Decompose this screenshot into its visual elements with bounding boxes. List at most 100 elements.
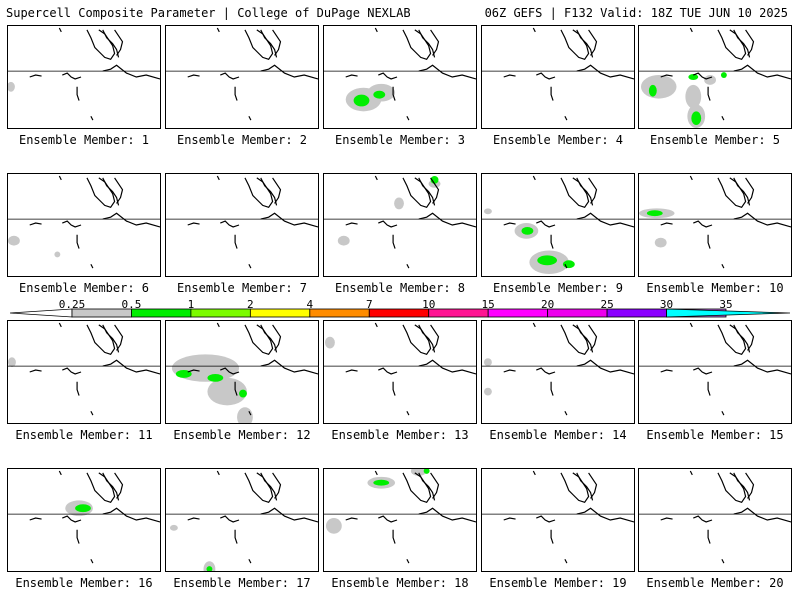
map-outline (374, 175, 378, 181)
map-outline (76, 86, 80, 101)
map-outline (406, 558, 410, 564)
map-outline (102, 212, 160, 228)
ensemble-member-map (638, 173, 792, 277)
map-outline (220, 515, 240, 523)
map-outline (550, 86, 554, 101)
scp-contour-mid (646, 210, 663, 217)
map-outline (234, 234, 238, 249)
map-outline (90, 115, 94, 121)
color-scale-bin (428, 308, 489, 318)
map-outline (707, 86, 711, 101)
scp-contour-mid (207, 373, 224, 382)
map-outline (689, 322, 693, 328)
ensemble-member-label: Ensemble Member: 14 (489, 428, 627, 442)
ensemble-member-label: Ensemble Member: 9 (492, 281, 624, 295)
map-outline (418, 359, 476, 375)
map-outline (392, 529, 396, 544)
member-map-canvas (8, 322, 160, 416)
ensemble-member-map (481, 25, 635, 129)
map-outline (260, 29, 278, 58)
color-scale-tick-label: 0.25 (58, 298, 86, 311)
map-outline (102, 177, 120, 206)
member-map-canvas (639, 27, 791, 128)
map-outline (707, 529, 711, 544)
map-outline (733, 64, 791, 80)
map-outline (733, 324, 751, 353)
map-outline (550, 529, 554, 544)
map-outline (90, 263, 94, 269)
map-outline (430, 472, 440, 499)
map-outline (733, 472, 751, 501)
member-map-canvas (639, 470, 791, 564)
ensemble-member-map (323, 173, 477, 277)
map-outline (660, 74, 673, 78)
map-outline (745, 472, 755, 499)
map-outline (430, 177, 440, 204)
ensemble-member-map (165, 173, 319, 277)
member-map-canvas (482, 27, 634, 121)
ensemble-member-label: Ensemble Member: 11 (15, 428, 153, 442)
map-outline (430, 324, 440, 351)
map-outline (536, 72, 556, 80)
ensemble-member-map (481, 173, 635, 277)
ensemble-member-label: Ensemble Member: 3 (334, 133, 466, 147)
color-scale-tick-label: 30 (659, 298, 674, 311)
map-outline (402, 324, 432, 356)
map-outline (58, 175, 62, 181)
map-outline (114, 29, 124, 56)
color-scale-tick-label: 2 (247, 298, 254, 311)
map-outline (392, 86, 396, 101)
map-outline (62, 367, 82, 375)
map-outline (503, 74, 516, 78)
map-outline (418, 324, 436, 353)
ensemble-member-map (481, 468, 635, 572)
map-outline (29, 369, 42, 373)
color-scale-tick-label: 20 (541, 298, 555, 311)
scp-contour-low (483, 208, 492, 215)
scp-contour-mid (720, 72, 727, 78)
map-outline (564, 558, 568, 564)
ensemble-member-map (7, 320, 161, 424)
map-outline (216, 27, 220, 33)
map-outline (29, 222, 42, 226)
map-outline (345, 517, 358, 521)
ensemble-member-map (638, 25, 792, 129)
ensemble-member-map (323, 25, 477, 129)
map-outline (260, 64, 318, 80)
map-outline (374, 322, 378, 328)
map-outline (187, 369, 200, 373)
color-scale-tick-label: 15 (481, 298, 495, 311)
scp-contour-low (54, 251, 61, 258)
scp-contour-mid (688, 74, 699, 80)
scp-contour-low (207, 377, 247, 406)
scp-contour-low (483, 358, 492, 367)
map-outline (248, 263, 252, 269)
ensemble-member-label: Ensemble Member: 12 (173, 428, 311, 442)
ensemble-member-map (638, 468, 792, 572)
map-outline (560, 29, 590, 61)
map-outline (62, 72, 82, 80)
scp-contour-mid (75, 504, 91, 513)
map-outline (187, 222, 200, 226)
map-outline (244, 177, 274, 209)
map-outline (693, 72, 713, 80)
ensemble-member-map (323, 320, 477, 424)
color-scale-tick-label: 25 (600, 298, 614, 311)
color-scale-tick-label: 0.5 (121, 298, 142, 311)
member-map-canvas (166, 175, 318, 269)
map-outline (576, 212, 634, 228)
member-map-canvas (324, 175, 476, 269)
map-outline (260, 359, 318, 375)
scp-contour-low (394, 197, 404, 210)
ensemble-member-map (165, 25, 319, 129)
map-outline (58, 27, 62, 33)
ensemble-member-map (481, 320, 635, 424)
map-outline (272, 324, 282, 351)
map-outline (588, 177, 598, 204)
map-outline (272, 472, 282, 499)
map-outline (745, 324, 755, 351)
color-scale-high-arrow (666, 308, 790, 318)
ensemble-member-label: Ensemble Member: 20 (646, 576, 784, 590)
ensemble-member-map (165, 320, 319, 424)
scp-contour-mid (537, 255, 558, 266)
